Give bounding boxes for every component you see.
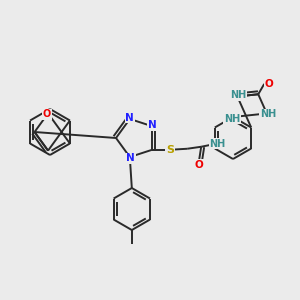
Text: O: O — [43, 110, 51, 119]
Text: N: N — [148, 120, 157, 130]
Text: S: S — [166, 145, 174, 155]
Text: NH: NH — [209, 139, 225, 149]
Text: NH: NH — [230, 91, 247, 100]
Text: N: N — [126, 153, 135, 163]
Text: N: N — [125, 113, 134, 123]
Text: O: O — [195, 160, 204, 170]
Text: O: O — [265, 79, 274, 89]
Text: NH: NH — [260, 110, 276, 119]
Text: NH: NH — [224, 114, 240, 124]
